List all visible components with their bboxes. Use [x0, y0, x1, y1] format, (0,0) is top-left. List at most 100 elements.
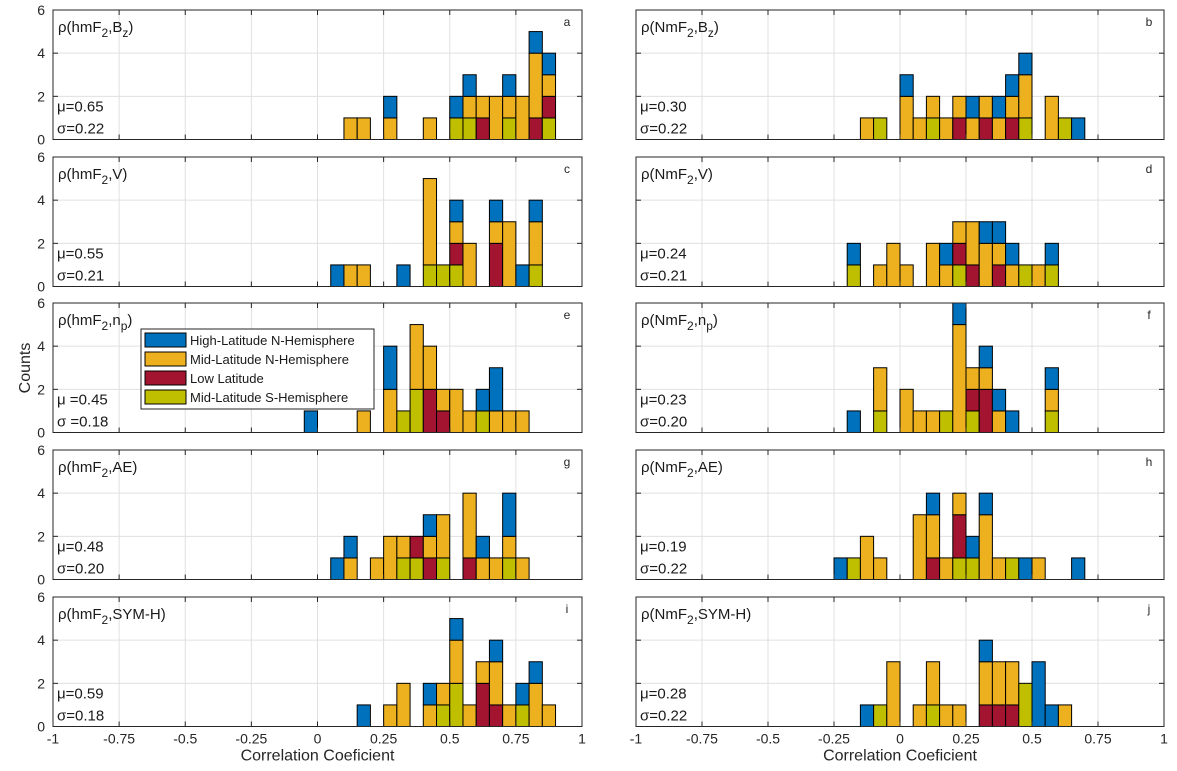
bar-segment-S	[436, 264, 451, 287]
bar-segment-M	[502, 535, 517, 559]
std-label: σ=0.20	[640, 414, 687, 431]
x-tick-label: -0.5	[173, 731, 197, 747]
bar-segment-L	[925, 557, 941, 581]
bar-segment-M	[978, 514, 993, 580]
x-tick-label: 0.5	[1022, 731, 1042, 747]
bar-segment-M	[488, 661, 504, 706]
bar-segment-M	[965, 367, 980, 390]
panel-j: -1 -0.75 -0.5 -0.25 0 0.25 0.5 0.75 1 Correlation…	[630, 596, 1168, 765]
bar-segment-H	[978, 221, 993, 244]
bar-segment-L	[952, 514, 967, 559]
bar-segment-M	[952, 324, 967, 434]
bar-segment-M	[912, 117, 927, 140]
std-label: σ=0.20	[57, 561, 104, 578]
bar-segment-H	[965, 535, 980, 559]
bar-segment-M	[475, 661, 490, 684]
bar-segment-M	[912, 410, 927, 433]
panel-title: ρ(NmF2,AE)	[641, 459, 723, 480]
bar-segment-M	[462, 410, 477, 433]
bar-segment-H	[899, 74, 914, 97]
bar-segment-H	[1005, 410, 1020, 433]
bar-segment-H	[833, 557, 848, 581]
bar-segment-S	[846, 557, 861, 581]
bar-segment-M	[965, 221, 980, 266]
y-tick-label: 6	[37, 2, 45, 18]
bar-segment-S	[1044, 410, 1059, 433]
panel-b: b ρ(NmF2,Bz) μ=0.30 σ=0.22	[635, 9, 1165, 141]
bar-segment-S	[462, 117, 477, 140]
x-tick-label: 1	[1160, 731, 1168, 747]
bar-segment-M	[965, 117, 980, 140]
bar-segment-M	[436, 682, 451, 706]
bar-segment-L	[991, 264, 1007, 287]
x-tick-label: 0	[896, 731, 904, 747]
bar-segment-H	[846, 242, 861, 266]
panel-h: h ρ(NmF2,AE) μ=0.19 σ=0.22	[635, 449, 1165, 581]
std-label: σ =0.18	[57, 414, 108, 431]
bar-segment-M	[436, 514, 451, 559]
panel-g: 0 2 4 6 g ρ(hmF2,AE) μ=0.48 σ=0.20	[37, 442, 583, 588]
x-tick-label: 0.5	[440, 731, 460, 747]
bar-segment-L	[422, 388, 438, 434]
bar-segment-L	[965, 388, 980, 412]
bar-segment-H	[846, 410, 861, 433]
bar-segment-H	[978, 639, 993, 663]
legend-swatch-S	[144, 389, 187, 405]
bar-segment-M	[488, 221, 504, 244]
bar-segment-S	[502, 557, 517, 581]
bar-segment-H	[541, 52, 557, 76]
bar-segment-H	[991, 95, 1007, 119]
bar-segment-M	[899, 388, 914, 434]
bar-segment-L	[409, 535, 424, 559]
bar-segment-L	[488, 242, 504, 287]
x-axis-label: Correlation Coeficient	[241, 748, 395, 765]
bar-segment-M	[528, 682, 543, 727]
panel-letter: j	[1147, 602, 1151, 616]
panel-title: ρ(NmF2,Bz)	[641, 19, 719, 40]
bar-segment-M	[488, 557, 504, 581]
legend-entry-label: Low Latitude	[190, 371, 264, 386]
bar-segment-M	[939, 264, 954, 287]
bar-segment-S	[873, 410, 888, 433]
mean-label: μ=0.65	[57, 99, 104, 116]
bar-segment-H	[383, 95, 398, 119]
y-tick-label: 0	[37, 572, 45, 588]
panel-letter: d	[1146, 162, 1153, 176]
bar-segment-M	[462, 242, 477, 287]
bar-segment-H	[1018, 52, 1033, 76]
panel-title: ρ(hmF2,SYM-H)	[58, 606, 166, 627]
bar-segment-M	[528, 221, 543, 266]
bar-segment-M	[1005, 264, 1020, 287]
panel-f: f ρ(NmF2,np) μ=0.23 σ=0.20	[635, 302, 1165, 434]
bar-segment-S	[409, 557, 424, 581]
bar-segment-S	[396, 557, 411, 581]
bar-segment-M	[409, 324, 424, 390]
bar-segment-M	[343, 557, 358, 581]
bar-segment-H	[859, 704, 875, 728]
bar-segment-H	[396, 264, 411, 287]
bar-segment-M	[886, 242, 901, 287]
bar-segment-M	[939, 117, 954, 140]
bar-segment-S	[965, 410, 980, 433]
bar-segment-H	[1071, 557, 1086, 581]
legend-swatch-L	[144, 370, 187, 386]
bar-segment-S	[449, 264, 464, 287]
bar-segment-H	[1044, 242, 1059, 266]
bar-segment-M	[873, 264, 888, 287]
bar-segment-M	[488, 95, 504, 141]
bar-segment-L	[475, 682, 490, 727]
bar-segment-M	[1044, 388, 1059, 412]
legend-entry-label: Mid-Latitude N-Hemisphere	[190, 352, 349, 367]
bar-segment-H	[475, 388, 490, 412]
bar-segment-S	[873, 704, 888, 728]
std-label: σ=0.21	[640, 268, 687, 285]
bar-segment-L	[528, 117, 543, 140]
bar-segment-S	[475, 410, 490, 433]
bar-segment-L	[1005, 117, 1020, 140]
mean-label: μ=0.30	[640, 99, 687, 116]
x-tick-label: -1	[630, 731, 643, 747]
bar-segment-H	[488, 367, 504, 412]
bar-segment-H	[449, 95, 464, 119]
bar-segment-H	[1044, 367, 1059, 390]
bar-segment-H	[1071, 117, 1086, 140]
